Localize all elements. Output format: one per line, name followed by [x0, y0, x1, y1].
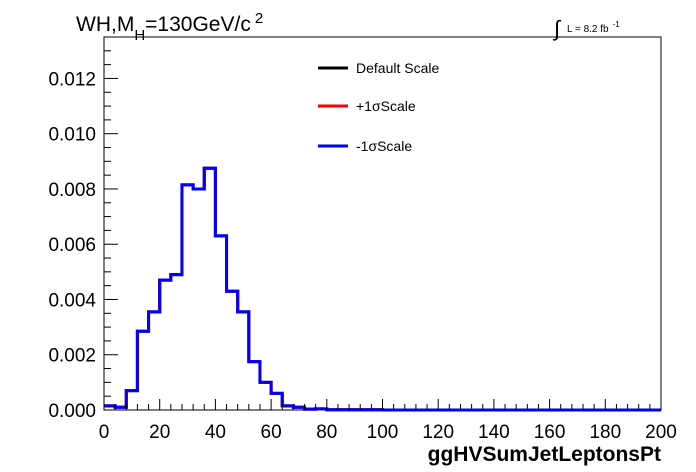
x-axis: 0 20 40 60 80 100 120 140 160 180 200 — [99, 399, 677, 443]
x-tick-label: 40 — [205, 422, 226, 443]
series-line-1 — [104, 166, 661, 412]
title-subscript: H — [134, 27, 145, 44]
x-tick-label: 200 — [645, 422, 677, 443]
y-tick-label: 0.010 — [48, 125, 96, 146]
y-tick-label: 0.006 — [48, 235, 96, 256]
series-line-0 — [104, 166, 661, 412]
x-tick-label: 120 — [422, 422, 454, 443]
chart-title: WH,MH=130GeV/c 2 — [76, 10, 263, 44]
title-rest: =130GeV/c — [145, 13, 251, 36]
series-layer — [104, 166, 661, 412]
title-main: WH,M — [76, 13, 134, 36]
x-tick-label: 0 — [99, 422, 110, 443]
lumi-superscript: -1 — [613, 20, 621, 29]
lumi-label: L = 8.2 fb -1 — [567, 20, 620, 35]
y-tick-label: 0.002 — [48, 346, 96, 367]
y-tick-label: 0.004 — [48, 290, 96, 311]
x-axis-label: ggHVSumJetLeptonsPt — [428, 443, 661, 466]
x-tick-label: 140 — [478, 422, 510, 443]
x-tick-label: 80 — [316, 422, 337, 443]
x-tick-label: 60 — [261, 422, 282, 443]
legend: Default Scale +1σScale -1σScale — [318, 60, 439, 154]
x-tick-label: 100 — [367, 422, 399, 443]
y-axis: 0.000 0.002 0.004 0.006 0.008 0.010 0.012 — [48, 36, 118, 422]
plot-frame — [103, 36, 662, 411]
y-tick-label: 0.000 — [48, 401, 96, 422]
x-tick-label: 180 — [589, 422, 621, 443]
series-line-2 — [104, 166, 661, 412]
x-tick-label: 20 — [149, 422, 170, 443]
y-tick-label: 0.012 — [48, 69, 96, 90]
lumi-text: L = 8.2 fb — [567, 24, 609, 35]
legend-label: +1σScale — [356, 98, 416, 114]
legend-label: Default Scale — [356, 60, 439, 76]
lumi-integral: ∫ — [552, 16, 562, 41]
y-tick-label: 0.008 — [48, 180, 96, 201]
title-superscript: 2 — [255, 10, 263, 27]
legend-label: -1σScale — [356, 138, 412, 154]
x-tick-label: 160 — [534, 422, 566, 443]
